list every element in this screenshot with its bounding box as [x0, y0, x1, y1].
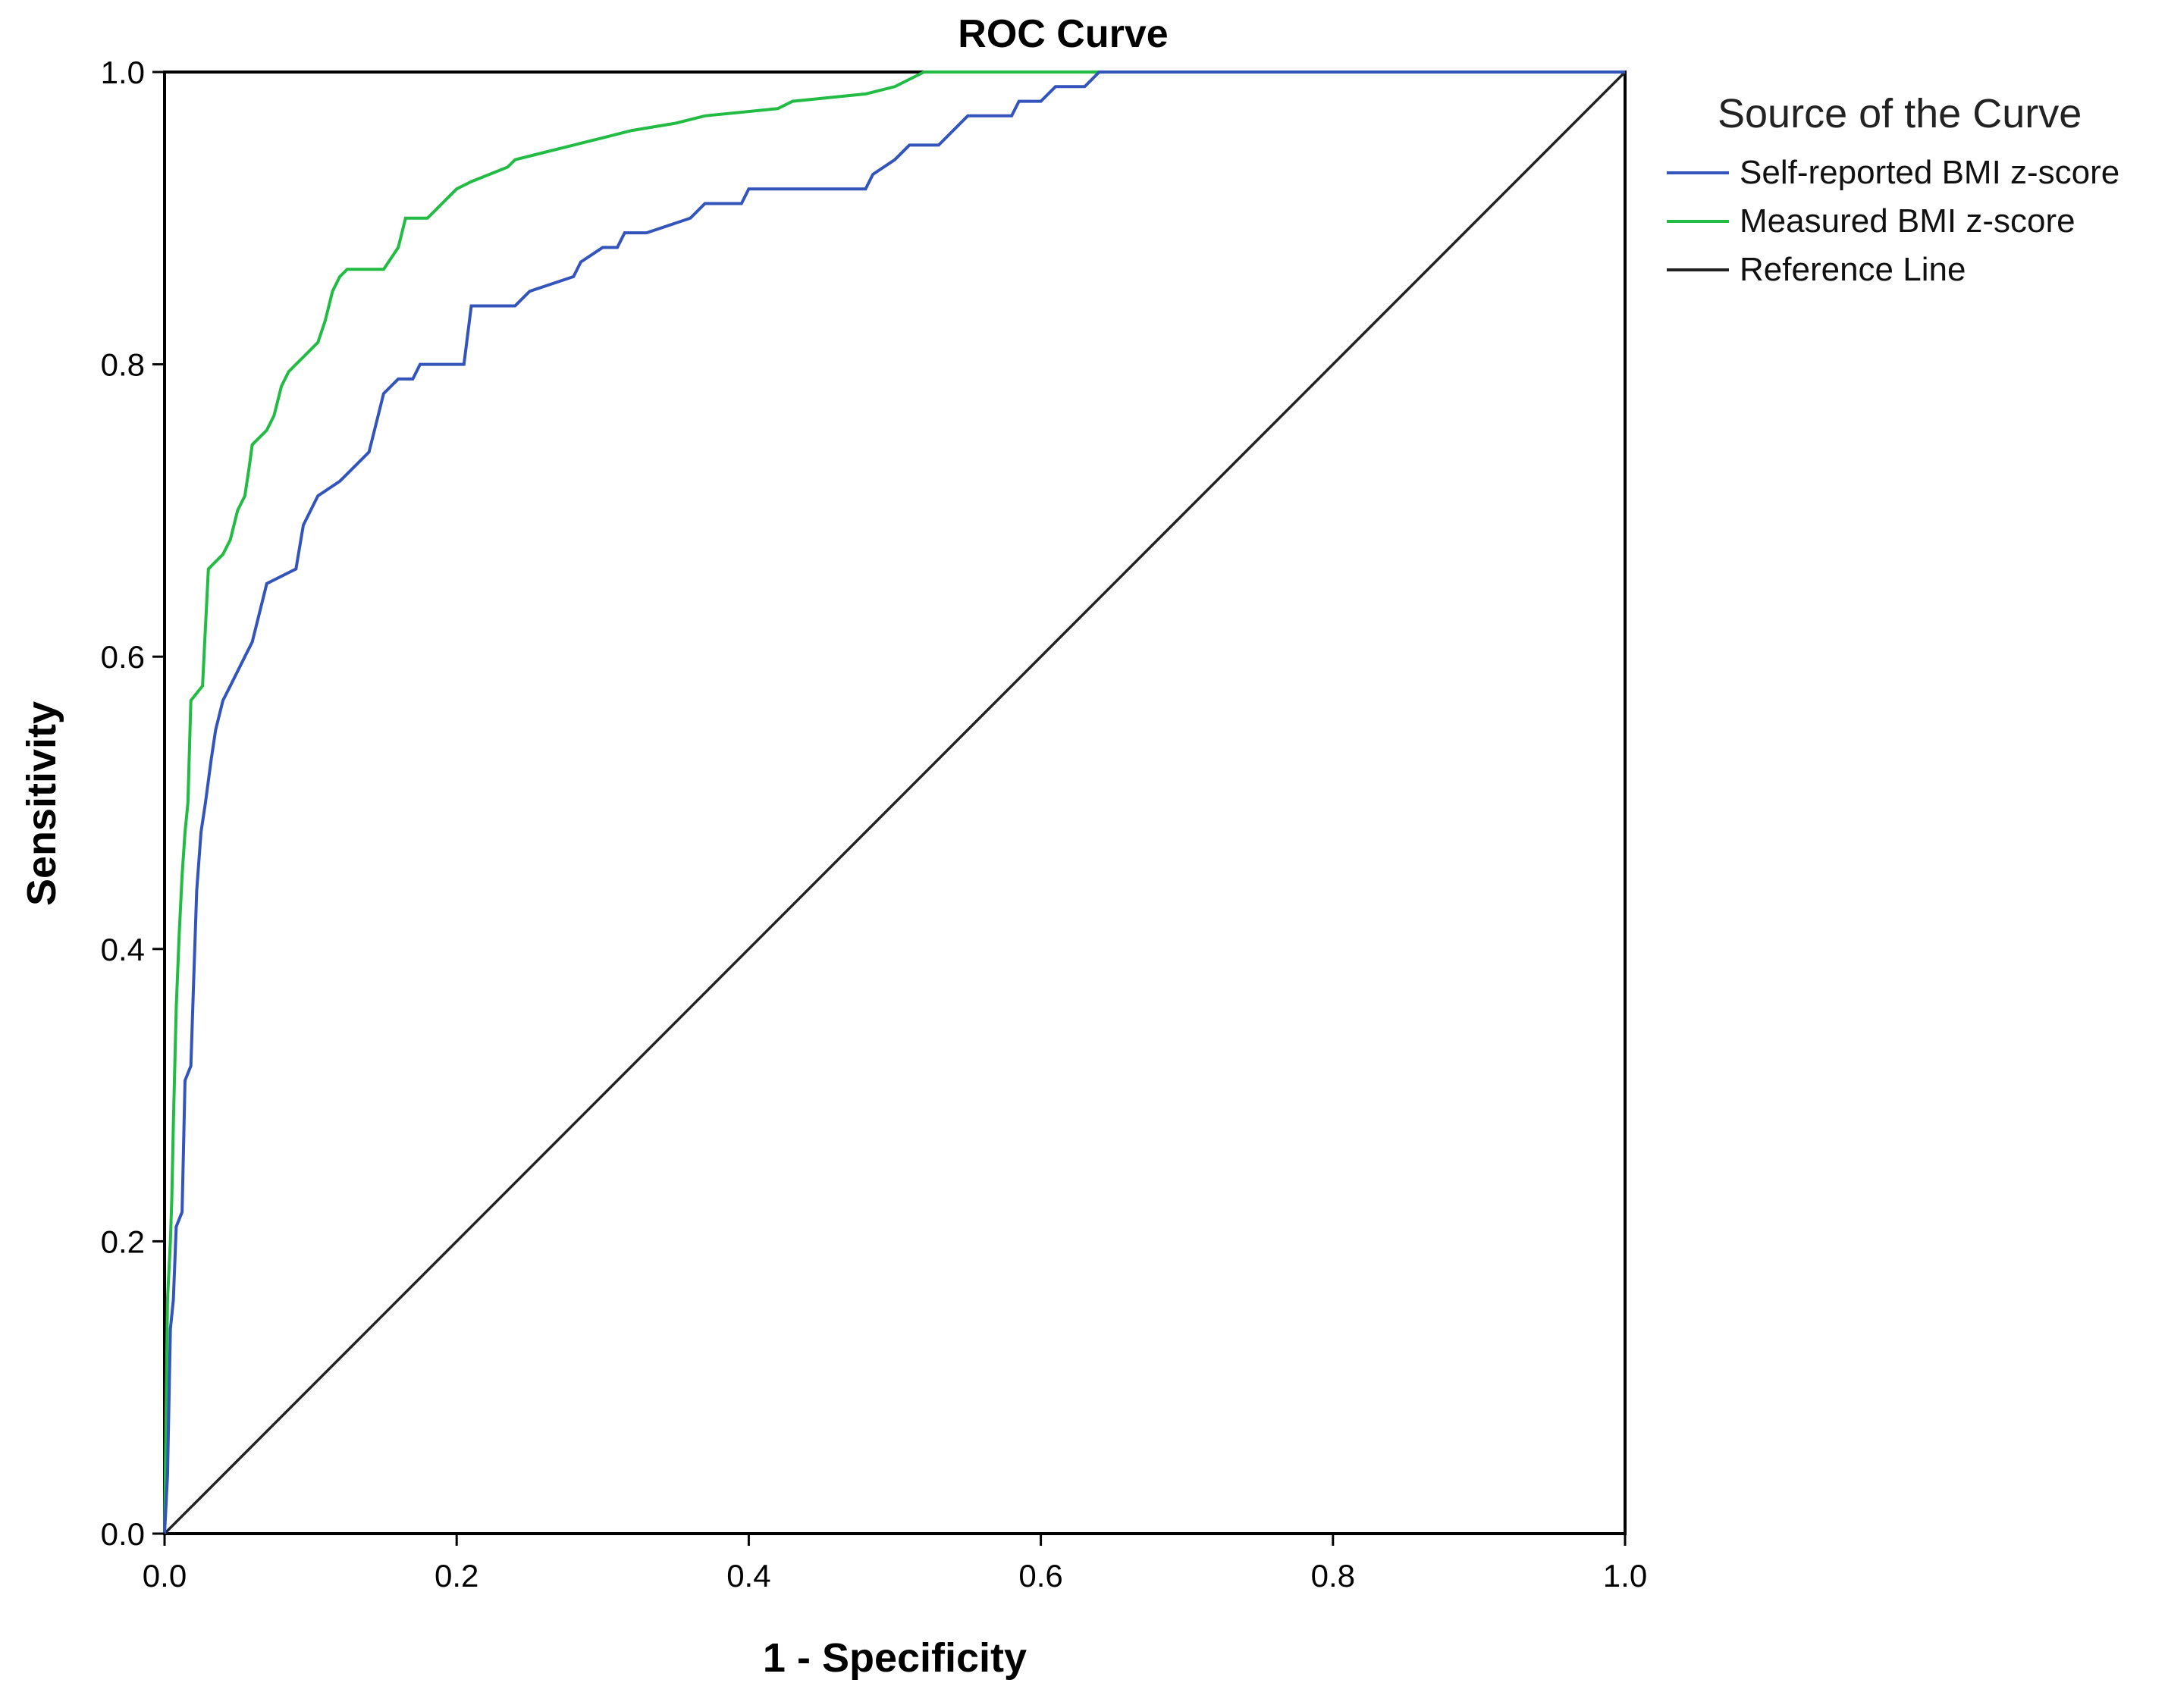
- x-tick-label: 0.8: [1311, 1558, 1355, 1594]
- legend: Source of the Curve Self-reported BMI z-…: [1667, 91, 2119, 288]
- plot-frame: [163, 71, 1627, 1535]
- series-line-self-reported-bmi-z-score: [163, 71, 1625, 1534]
- y-tick-label: 0.8: [101, 347, 145, 383]
- legend-label-measured-bmi-z-score: Measured BMI z-score: [1740, 202, 2075, 240]
- legend-label-reference-line: Reference Line: [1740, 251, 1966, 288]
- legend-title: Source of the Curve: [1718, 91, 2082, 136]
- chart-title: ROC Curve: [958, 12, 1168, 56]
- y-tick-label: 0.0: [101, 1516, 145, 1552]
- x-tick-label: 0.6: [1018, 1558, 1062, 1594]
- legend-label-self-reported-bmi-z-score: Self-reported BMI z-score: [1740, 154, 2119, 191]
- series-line-reference-line: [163, 71, 1627, 1535]
- plot-area: 0.0 0.2 0.4 0.6 0.8 1.0 0.0 0.2 0.4 0.6 0.8 1.0: [101, 55, 1648, 1594]
- x-tick-label: 0.0: [143, 1558, 187, 1594]
- x-axis-label: 1 - Specificity: [763, 1635, 1027, 1681]
- y-axis-ticks: 0.0 0.2 0.4 0.6 0.8 1.0: [101, 55, 165, 1552]
- x-tick-label: 0.2: [435, 1558, 478, 1594]
- x-axis-ticks: 0.0 0.2 0.4 0.6 0.8 1.0: [143, 1534, 1647, 1594]
- y-tick-label: 1.0: [101, 55, 145, 90]
- series-group: [163, 71, 1627, 1535]
- y-tick-label: 0.6: [101, 639, 145, 675]
- y-axis-label: Sensitivity: [19, 701, 64, 906]
- y-tick-label: 0.4: [101, 932, 145, 967]
- legend-entries: Self-reported BMI z-score Measured BMI z-…: [1667, 154, 2119, 288]
- x-tick-label: 1.0: [1603, 1558, 1647, 1594]
- x-tick-label: 0.4: [726, 1558, 770, 1594]
- y-tick-label: 0.2: [101, 1224, 145, 1259]
- series-line-measured-bmi-z-score: [163, 71, 1625, 1534]
